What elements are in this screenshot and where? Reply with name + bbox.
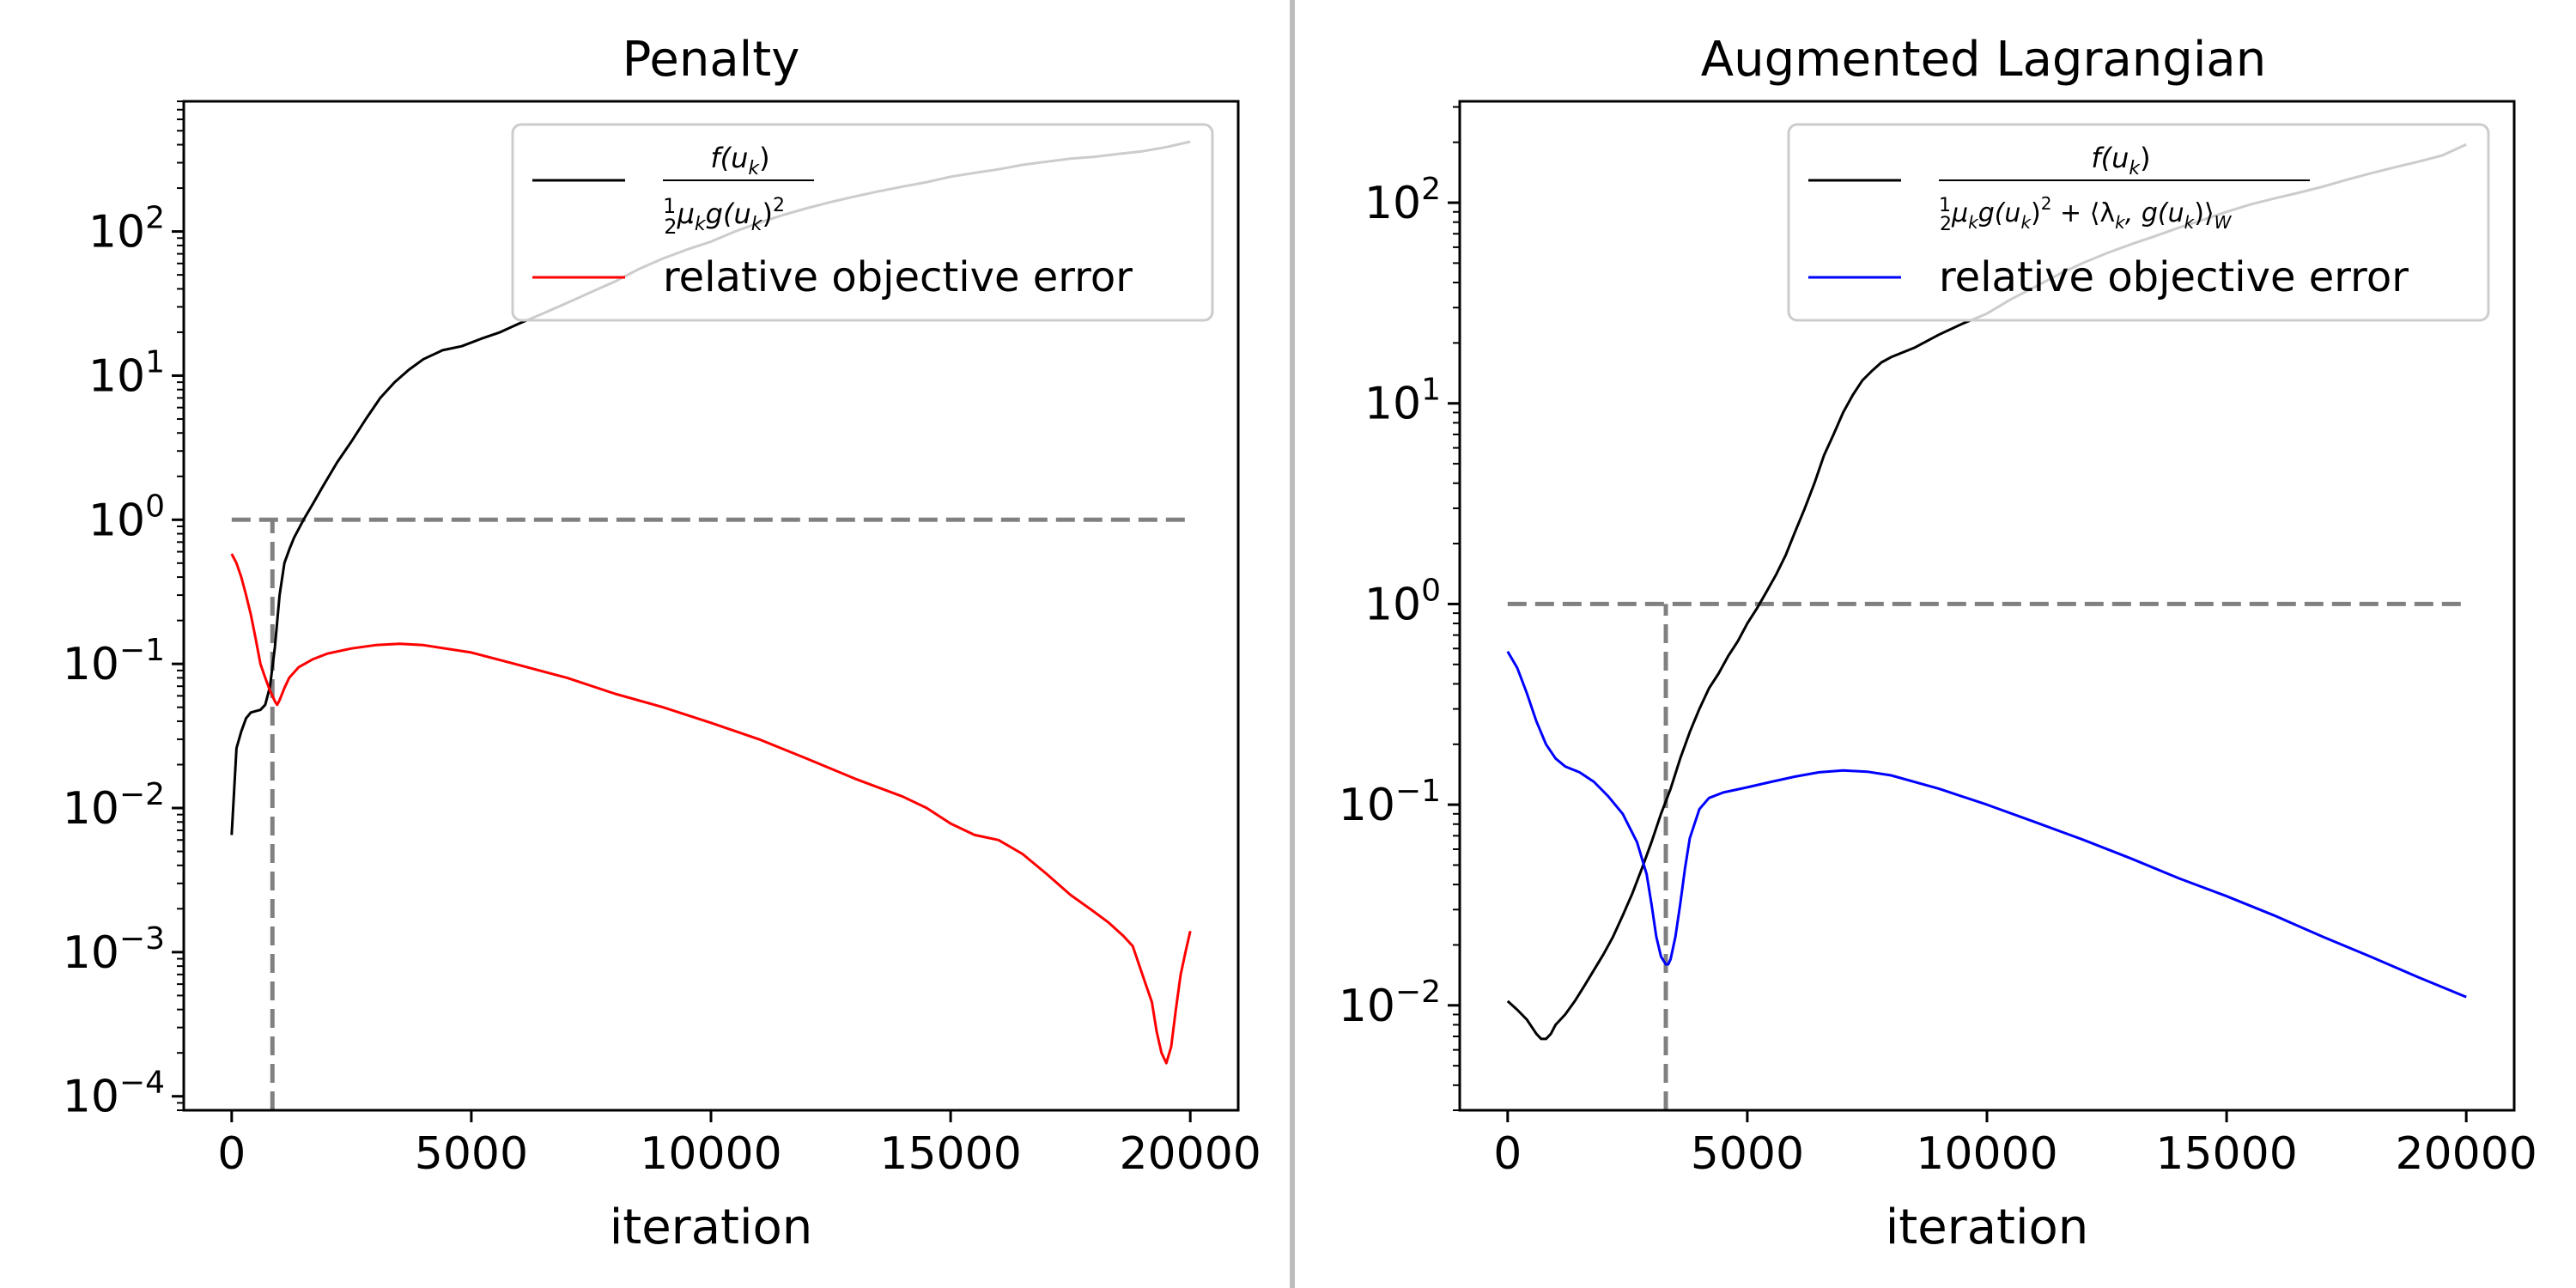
y-tick-label: 102 bbox=[88, 201, 165, 258]
x-tick-label: 0 bbox=[217, 1128, 246, 1180]
y-tick-label: 101 bbox=[88, 344, 165, 402]
y-tick-label: 10−1 bbox=[1339, 774, 1441, 831]
x-tick-label: 20000 bbox=[2395, 1128, 2537, 1180]
legend-label-ratio: f(uk) 1 2μkg(uk)2 bbox=[663, 142, 814, 239]
x-tick-label: 5000 bbox=[415, 1128, 528, 1180]
svg-text:f(uk): f(uk) bbox=[710, 142, 769, 179]
y-tick-label: 100 bbox=[1364, 573, 1441, 630]
series-error-line bbox=[230, 553, 1192, 1065]
x-tick-label: 15000 bbox=[879, 1128, 1021, 1180]
x-axis-label: iteration bbox=[610, 1200, 813, 1255]
legend-label-ratio: f(uk) 1 2μkg(uk)2 + ⟨λk, g(uk)⟩W bbox=[1939, 142, 2310, 235]
y-axis: 10−4 10−3 10−2 10−1 100 101 102 bbox=[63, 100, 184, 1123]
y-tick-label: 10−2 bbox=[1339, 975, 1441, 1032]
svg-text:f(uk): f(uk) bbox=[2091, 142, 2150, 179]
legend: f(uk) 1 2μkg(uk)2 + ⟨λk, g(uk)⟩W relative… bbox=[1787, 123, 2490, 322]
y-tick-label: 10−2 bbox=[63, 777, 165, 835]
y-tick-label: 10−4 bbox=[63, 1066, 165, 1123]
chart-augmented-lagrangian: Augmented Lagrangian 0 5000 10000 15000 2000… bbox=[1339, 32, 2537, 1255]
chart-title: Augmented Lagrangian bbox=[1701, 32, 2266, 88]
legend-frame bbox=[511, 123, 1214, 322]
x-tick-label: 10000 bbox=[1916, 1128, 2057, 1180]
x-axis-label: iteration bbox=[1886, 1200, 2089, 1255]
x-tick-label: 5000 bbox=[1691, 1128, 1804, 1180]
x-tick-label: 10000 bbox=[640, 1128, 781, 1180]
x-tick-label: 20000 bbox=[1119, 1128, 1261, 1180]
chart-title: Penalty bbox=[623, 32, 800, 88]
y-axis: 10−2 10−1 100 101 102 bbox=[1339, 106, 1460, 1111]
series-error-line bbox=[1506, 650, 2467, 999]
y-tick-label: 10−3 bbox=[63, 921, 165, 979]
legend-label-error: relative objective error bbox=[663, 253, 1133, 301]
legend-frame bbox=[1787, 123, 2490, 322]
legend-label-error: relative objective error bbox=[1939, 253, 2409, 301]
y-tick-label: 10−1 bbox=[63, 633, 165, 690]
chart-penalty: Penalty 0 5000 10000 15000 20000 10−410−310−… bbox=[63, 32, 1261, 1255]
legend: f(uk) 1 2μkg(uk)2 relative objective erro… bbox=[511, 123, 1214, 322]
x-tick-label: 0 bbox=[1493, 1128, 1522, 1180]
y-tick-label: 102 bbox=[1364, 172, 1441, 229]
x-axis: 0 5000 10000 15000 20000 bbox=[217, 1110, 1261, 1180]
x-axis: 0 5000 10000 15000 20000 bbox=[1493, 1110, 2537, 1180]
x-tick-label: 15000 bbox=[2155, 1128, 2297, 1180]
y-tick-label: 101 bbox=[1364, 373, 1441, 430]
y-tick-label: 100 bbox=[88, 489, 165, 546]
